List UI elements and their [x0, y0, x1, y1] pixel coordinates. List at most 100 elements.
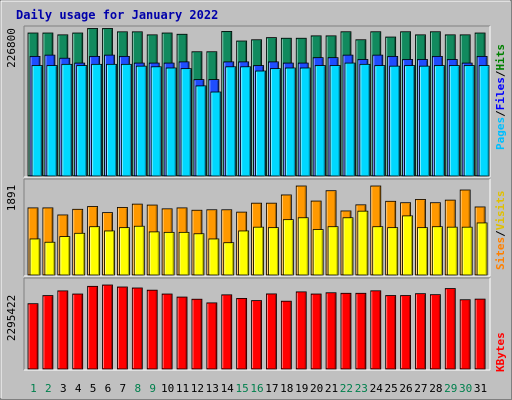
legend-kbytes: KBytes	[494, 332, 507, 372]
x-tick-label-28: 28	[429, 382, 442, 395]
bar-kbytes-kbytes-9	[146, 289, 158, 370]
bar-fill	[372, 226, 384, 276]
bar-visits-sites-20	[312, 229, 324, 276]
bar-fill	[46, 65, 58, 177]
bar-hits-pages-4	[76, 65, 88, 177]
bar-fill	[387, 227, 399, 276]
x-tick-label-23: 23	[355, 382, 368, 395]
x-tick-label-31: 31	[474, 382, 487, 395]
bar-hits-pages-1	[31, 65, 43, 177]
bar-hits-pages-13	[210, 91, 222, 177]
bar-visits-sites-10	[163, 231, 175, 276]
bar-fill	[178, 231, 190, 276]
bar-fill	[284, 67, 296, 177]
bar-kbytes-kbytes-10	[161, 293, 173, 370]
x-tick-label-3: 3	[60, 382, 67, 395]
bar-visits-sites-7	[119, 227, 130, 276]
bar-fill	[57, 290, 69, 370]
bar-fill	[238, 230, 250, 276]
bar-fill	[385, 295, 397, 370]
bar-hits-pages-31	[478, 65, 490, 177]
bar-fill	[74, 232, 86, 276]
bar-fill	[461, 226, 473, 276]
bar-kbytes-kbytes-7	[117, 286, 128, 370]
bar-hits-pages-17	[270, 68, 281, 177]
bar-visits-sites-17	[268, 227, 279, 276]
x-tick-label-30: 30	[459, 382, 472, 395]
bar-fill	[280, 300, 292, 370]
bar-fill	[146, 289, 158, 370]
bar-visits-sites-22	[342, 217, 354, 276]
bar-fill	[150, 66, 162, 177]
bar-visits-sites-13	[208, 238, 220, 276]
x-tick-label-12: 12	[191, 382, 204, 395]
legend-hits: Hits	[494, 44, 507, 71]
bar-fill	[415, 293, 426, 370]
bar-fill	[417, 227, 428, 276]
x-tick-label-1: 1	[30, 382, 37, 395]
bar-hits-pages-29	[448, 65, 460, 177]
x-tick-label-17: 17	[265, 382, 278, 395]
bar-kbytes-kbytes-20	[310, 293, 322, 370]
bar-fill	[251, 300, 262, 370]
bar-hits-pages-24	[374, 65, 386, 177]
bar-fill	[104, 230, 115, 276]
bar-kbytes-kbytes-26	[400, 295, 411, 370]
bar-fill	[433, 65, 445, 177]
bar-fill	[268, 227, 279, 276]
bar-hits-pages-21	[329, 65, 341, 177]
x-tick-label-5: 5	[90, 382, 97, 395]
x-tick-label-24: 24	[370, 382, 384, 395]
bar-hits-pages-30	[463, 65, 475, 177]
x-tick-label-21: 21	[325, 382, 338, 395]
panel-kbytes-legend: KBytes	[494, 332, 507, 372]
bar-hits-pages-23	[359, 63, 371, 177]
panel-hits-max-label: 226800	[5, 28, 18, 68]
bar-visits-sites-12	[193, 233, 205, 276]
bar-fill	[225, 66, 237, 177]
bar-kbytes-kbytes-1	[27, 303, 39, 370]
bar-hits-pages-14	[225, 66, 237, 177]
bar-fill	[240, 66, 252, 177]
panel-kbytes: 2295422 KBytes	[5, 277, 507, 372]
bar-kbytes-kbytes-29	[444, 288, 456, 370]
bar-kbytes-kbytes-31	[474, 298, 486, 370]
bar-visits-sites-24	[372, 226, 384, 276]
bar-hits-pages-18	[284, 67, 296, 177]
bar-hits-pages-5	[91, 63, 103, 177]
bar-fill	[253, 226, 264, 276]
legend-visits: Visits	[494, 191, 507, 231]
x-tick-label-25: 25	[385, 382, 398, 395]
bar-kbytes-kbytes-5	[87, 285, 99, 370]
bar-kbytes-kbytes-24	[370, 290, 382, 370]
bar-kbytes-kbytes-21	[325, 292, 337, 370]
bar-visits-sites-18	[282, 219, 294, 276]
bar-fill	[266, 293, 277, 370]
bar-fill	[163, 231, 175, 276]
bar-fill	[310, 293, 322, 370]
bar-fill	[210, 91, 222, 177]
bar-fill	[297, 217, 309, 276]
bar-kbytes-kbytes-3	[57, 290, 69, 370]
legend-separator: /	[494, 110, 507, 117]
bar-fill	[176, 296, 188, 370]
bar-fill	[161, 293, 173, 370]
x-tick-label-9: 9	[149, 382, 156, 395]
bar-fill	[402, 215, 413, 276]
bar-hits-pages-22	[344, 62, 356, 177]
bar-visits-sites-2	[44, 241, 56, 276]
x-tick-label-20: 20	[310, 382, 323, 395]
bar-fill	[119, 227, 130, 276]
bar-hits-pages-6	[106, 63, 117, 177]
bar-fill	[195, 85, 207, 177]
bar-kbytes-kbytes-11	[176, 296, 188, 370]
bar-fill	[206, 302, 218, 370]
panel-visits-legend: Sites/Visits	[494, 191, 507, 271]
bar-visits-sites-23	[357, 210, 369, 276]
x-tick-label-2: 2	[45, 382, 52, 395]
x-tick-label-4: 4	[75, 382, 82, 395]
bar-hits-pages-27	[419, 65, 430, 177]
bar-visits-sites-21	[327, 226, 339, 276]
bar-fill	[327, 226, 339, 276]
